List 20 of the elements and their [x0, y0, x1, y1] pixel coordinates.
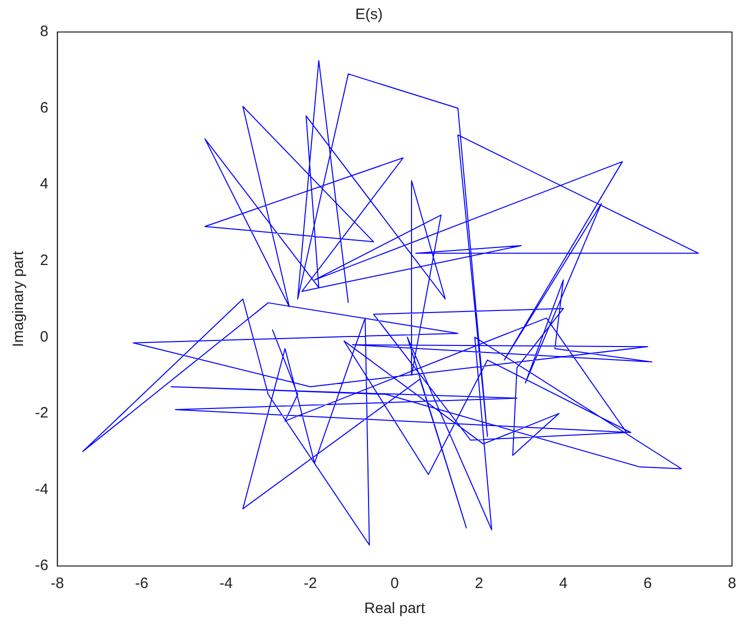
y-tick-label: 8 [40, 23, 48, 40]
x-tick-label: -6 [135, 575, 148, 592]
y-tick-label: -6 [34, 557, 48, 574]
chart-title: E(s) [355, 6, 383, 24]
y-tick-label: 0 [40, 328, 48, 346]
x-axis-title: Real part [364, 600, 426, 618]
x-tick-label: 8 [728, 575, 736, 592]
x-tick-label: -2 [304, 575, 318, 592]
y-tick-label: 2 [40, 252, 48, 269]
x-tick-label: 6 [643, 575, 652, 592]
x-tick-label: 2 [474, 575, 484, 592]
x-tick-label: 4 [559, 575, 568, 592]
y-axis-title: Imaginary part [10, 250, 28, 347]
y-tick-label: -2 [34, 404, 48, 422]
x-tick-label: -4 [219, 575, 233, 592]
y-tick-label: -4 [34, 480, 48, 498]
y-tick-label: 4 [40, 176, 48, 193]
x-tick-label: -8 [50, 575, 64, 592]
y-tick-label: 6 [40, 99, 48, 116]
x-tick-label: 0 [390, 575, 399, 592]
